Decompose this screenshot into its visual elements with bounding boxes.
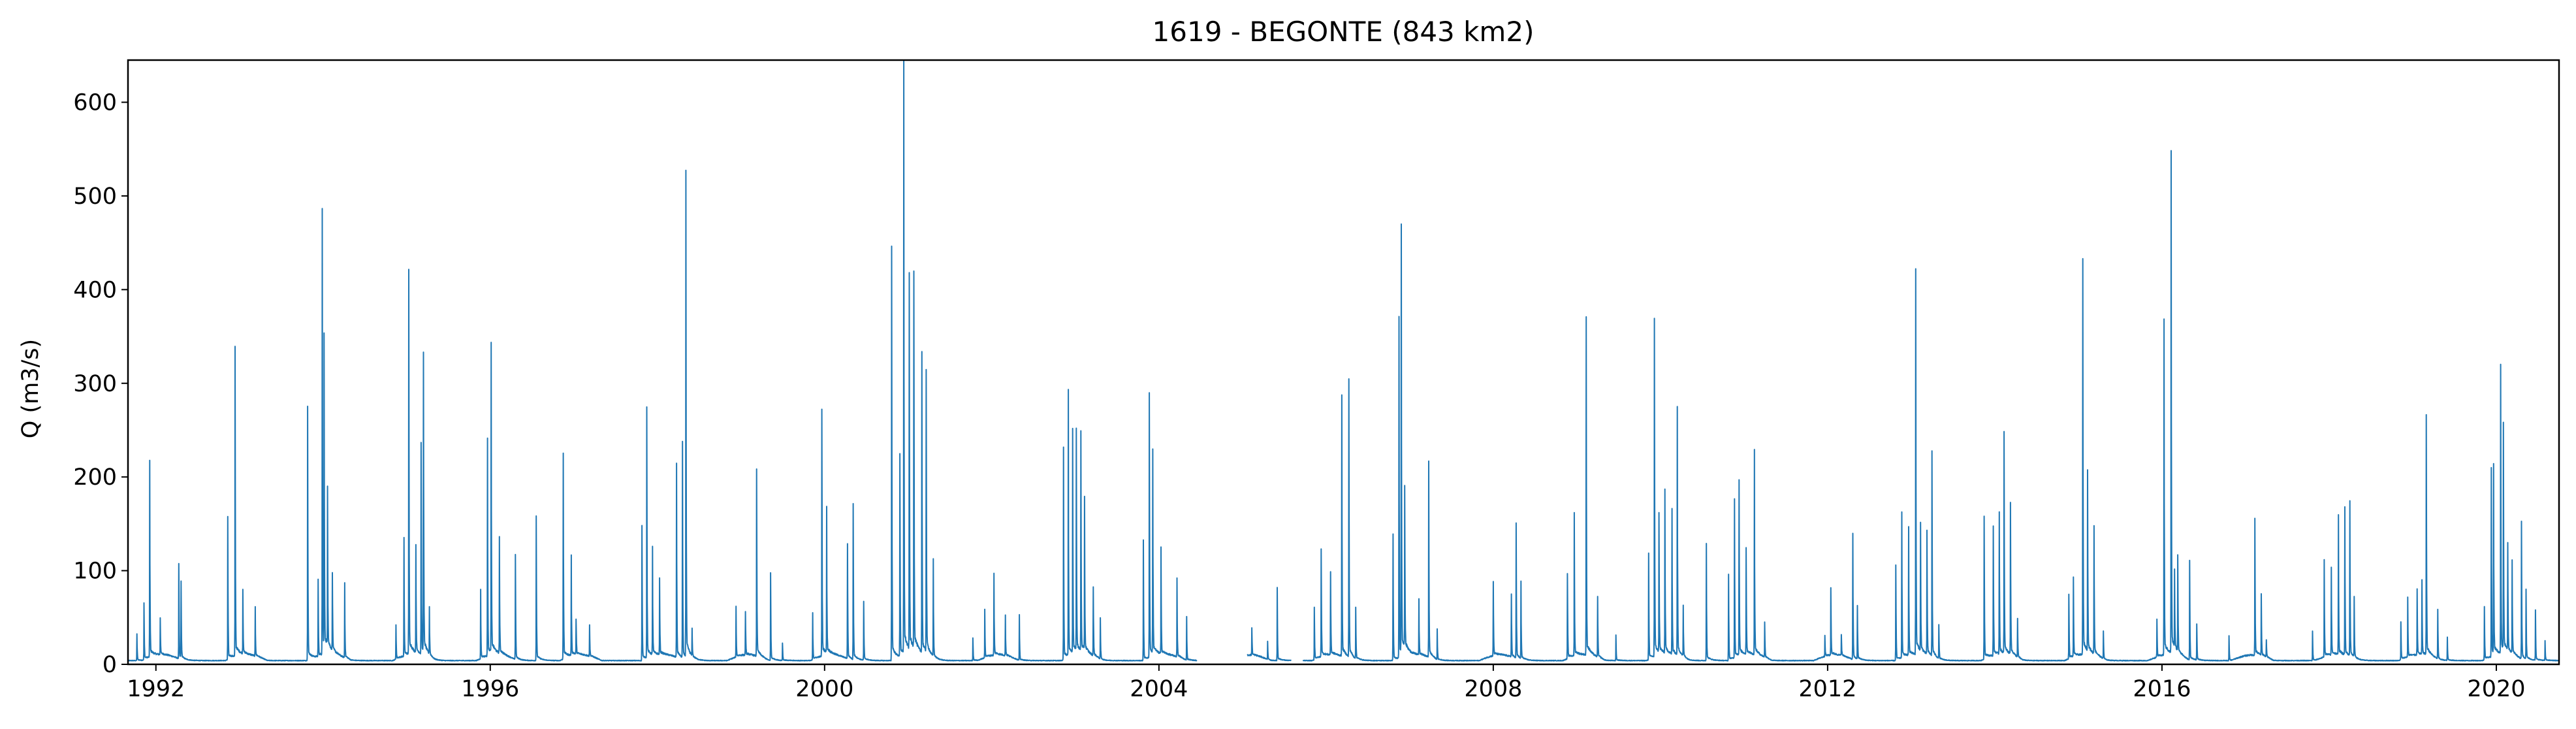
series-line-segment bbox=[127, 59, 1198, 662]
y-tick-label: 300 bbox=[73, 371, 117, 397]
y-tick-label: 400 bbox=[73, 277, 117, 303]
y-axis-ticks: 0 100 200 300 400 500 600 bbox=[73, 90, 128, 678]
x-tick-label: 2004 bbox=[1130, 676, 1188, 702]
chart-title: 1619 - BEGONTE (843 km2) bbox=[1153, 16, 1534, 48]
y-tick-label: 500 bbox=[73, 184, 117, 210]
x-tick-label: 1996 bbox=[461, 676, 519, 702]
x-tick-label: 1992 bbox=[127, 676, 185, 702]
x-tick-label: 2008 bbox=[1464, 676, 1522, 702]
y-tick-label: 200 bbox=[73, 464, 117, 491]
y-tick-label: 100 bbox=[73, 559, 117, 585]
x-tick-label: 2012 bbox=[1798, 676, 1856, 702]
plot-area bbox=[127, 59, 2560, 662]
y-tick-label: 600 bbox=[73, 90, 117, 116]
series-line-segment bbox=[1247, 587, 1292, 662]
x-axis-ticks: 1992 1996 2000 2004 2008 2012 2016 2020 bbox=[127, 664, 2526, 702]
series-line-segment bbox=[1302, 150, 2560, 662]
x-tick-label: 2000 bbox=[795, 676, 853, 702]
y-tick-label: 0 bbox=[103, 652, 117, 678]
x-tick-label: 2020 bbox=[2467, 676, 2525, 702]
x-tick-label: 2016 bbox=[2133, 676, 2191, 702]
axes-frame bbox=[127, 59, 2560, 666]
y-axis-label: Q (m3/s) bbox=[18, 339, 44, 438]
